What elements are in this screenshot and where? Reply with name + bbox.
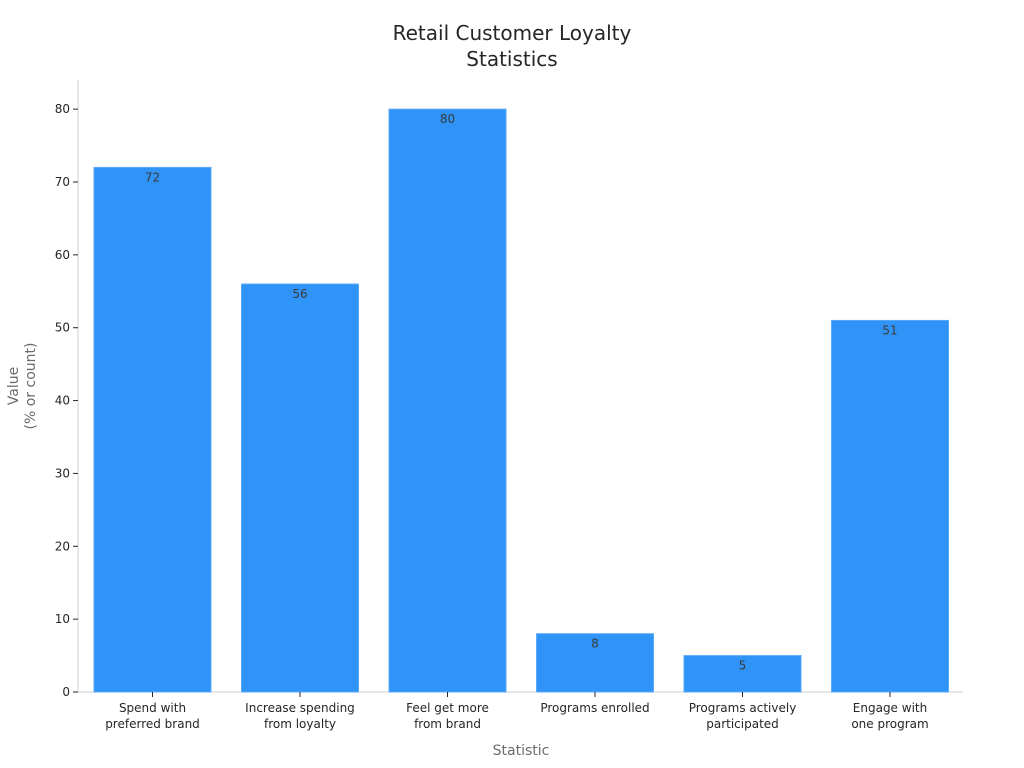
y-tick-label: 80 [55, 102, 70, 116]
x-tick-label: Programs actively [689, 701, 797, 715]
y-axis-label: Value (% or count) [6, 343, 39, 430]
y-axis-label-line-2: (% or count) [23, 343, 39, 430]
y-axis-label-line-1: Value [6, 367, 22, 405]
bar-value-label: 72 [145, 170, 160, 184]
bar [831, 319, 949, 693]
plot-area: 0 10 20 30 40 50 60 70 80 72 56 80 8 5 51 Spend with p… [55, 80, 963, 731]
bar-value-label: 5 [739, 659, 747, 673]
y-tick-label: 10 [55, 612, 70, 626]
bar-value-label: 80 [440, 112, 455, 126]
x-axis-label: Statistic [493, 743, 550, 759]
x-tick-label: from loyalty [264, 717, 336, 731]
y-tick-label: 50 [55, 321, 70, 335]
bar [536, 633, 654, 693]
y-tick-label: 20 [55, 539, 70, 553]
x-tick-label: Spend with [119, 701, 186, 715]
y-tick-label: 0 [62, 685, 70, 699]
x-tick-label: one program [851, 717, 928, 731]
y-tick-label: 70 [55, 175, 70, 189]
x-tick-label: Engage with [853, 701, 927, 715]
bar [93, 166, 212, 693]
y-tick-label: 60 [55, 248, 70, 262]
bars [93, 108, 949, 693]
bar-value-label: 8 [591, 637, 599, 651]
chart-title-line-1: Retail Customer Loyalty [393, 21, 632, 45]
x-tick-label: Increase spending [245, 701, 355, 715]
x-tick-label: preferred brand [105, 717, 200, 731]
y-tick-label: 30 [55, 466, 70, 480]
y-tick-label: 40 [55, 394, 70, 408]
x-ticks: Spend with preferred brand Increase spendi… [105, 692, 929, 731]
x-tick-label: Feel get more [406, 701, 489, 715]
bar [683, 655, 802, 693]
chart-title: Retail Customer Loyalty Statistics [393, 21, 632, 71]
x-tick-label: participated [706, 717, 779, 731]
data-labels: 72 56 80 8 5 51 [145, 112, 898, 672]
bar [388, 108, 507, 693]
bar-value-label: 51 [882, 323, 897, 337]
x-tick-label: from brand [414, 717, 481, 731]
x-tick-label: Programs enrolled [540, 701, 649, 715]
y-ticks: 0 10 20 30 40 50 60 70 80 [55, 102, 78, 699]
bar-value-label: 56 [292, 287, 307, 301]
chart-title-line-2: Statistics [466, 47, 557, 71]
bar [241, 283, 359, 693]
